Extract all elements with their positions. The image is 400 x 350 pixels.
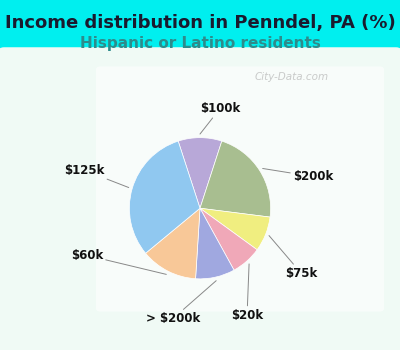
- Wedge shape: [200, 208, 270, 250]
- Wedge shape: [178, 138, 222, 208]
- Text: City-Data.com: City-Data.com: [255, 72, 329, 82]
- Text: $60k: $60k: [71, 249, 166, 274]
- Text: Hispanic or Latino residents: Hispanic or Latino residents: [80, 36, 320, 51]
- Text: $125k: $125k: [64, 164, 129, 188]
- Wedge shape: [129, 141, 200, 253]
- Text: $75k: $75k: [269, 236, 318, 280]
- Wedge shape: [200, 208, 257, 270]
- Wedge shape: [196, 208, 234, 279]
- Text: $20k: $20k: [231, 264, 263, 322]
- Wedge shape: [146, 208, 200, 279]
- Text: Income distribution in Penndel, PA (%): Income distribution in Penndel, PA (%): [5, 14, 395, 32]
- Text: $100k: $100k: [200, 102, 240, 134]
- FancyBboxPatch shape: [96, 66, 384, 312]
- Text: $200k: $200k: [263, 168, 333, 183]
- Wedge shape: [200, 141, 271, 217]
- FancyBboxPatch shape: [0, 47, 400, 350]
- Text: > $200k: > $200k: [146, 281, 216, 325]
